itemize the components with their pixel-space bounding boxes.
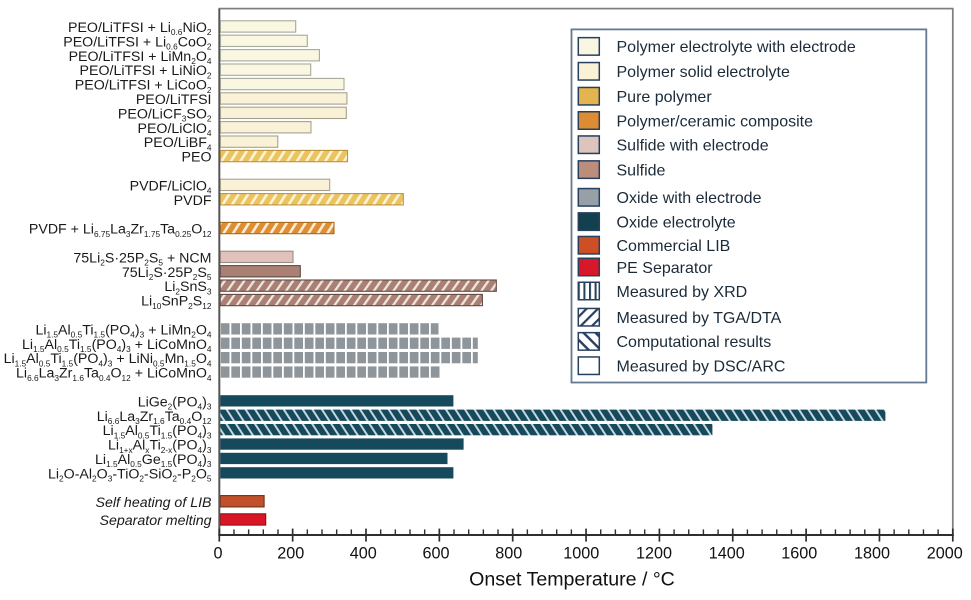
- svg-text:PVDF: PVDF: [174, 193, 212, 209]
- svg-text:Li1.5​Al0.5​Ge1.5​(PO4​)3​: Li1.5​Al0.5​Ge1.5​(PO4​)3​: [95, 452, 212, 469]
- svg-text:Li2​SnS3​: Li2​SnS3​: [164, 279, 212, 296]
- svg-text:PEO/LiCF3​SO2​: PEO/LiCF3​SO2​: [118, 106, 212, 123]
- svg-text:Measured by DSC/ARC: Measured by DSC/ARC: [617, 359, 786, 376]
- svg-text:1000: 1000: [563, 544, 599, 562]
- svg-text:Li1.5​Al0.5​Ti1.5​(PO4​)3​ + L: Li1.5​Al0.5​Ti1.5​(PO4​)3​ + LiCoMnO4​: [22, 337, 212, 354]
- svg-text:Li6.6​La3​Zr1.6​Ta0.4​O12​: Li6.6​La3​Zr1.6​Ta0.4​O12​: [97, 409, 212, 426]
- svg-text:Li2​O-Al2​O3​-TiO2​-SiO2​-P2​O: Li2​O-Al2​O3​-TiO2​-SiO2​-P2​O5​: [48, 466, 212, 483]
- svg-text:Onset Temperature / °C: Onset Temperature / °C: [469, 569, 675, 591]
- svg-text:PEO/LiBF4​: PEO/LiBF4​: [144, 135, 212, 152]
- svg-text:PEO/LiClO4​: PEO/LiClO4​: [137, 121, 211, 138]
- svg-text:0: 0: [213, 544, 222, 562]
- svg-text:1400: 1400: [709, 544, 745, 562]
- svg-text:1600: 1600: [781, 544, 817, 562]
- svg-text:1200: 1200: [636, 544, 672, 562]
- svg-text:Li10​SnP2​S12​: Li10​SnP2​S12​: [141, 294, 212, 311]
- svg-text:PEO/LiTFSI + LiCoO2​: PEO/LiTFSI + LiCoO2​: [75, 78, 212, 95]
- svg-text:Measured by TGA/DTA: Measured by TGA/DTA: [617, 310, 782, 327]
- svg-text:Commercial LIB: Commercial LIB: [617, 238, 731, 255]
- svg-text:Li1.5​Al0.5​Ti1.5​(PO4​)3​: Li1.5​Al0.5​Ti1.5​(PO4​)3​: [103, 423, 212, 440]
- svg-text:75Li2​S·25P2​S5​: 75Li2​S·25P2​S5​: [122, 265, 212, 282]
- svg-text:PEO/LiTFSI: PEO/LiTFSI: [136, 92, 212, 108]
- svg-text:Separator melting: Separator melting: [100, 513, 212, 529]
- svg-text:PEO/LiTFSI + LiMn2​O4​: PEO/LiTFSI + LiMn2​O4​: [69, 49, 212, 66]
- svg-text:PEO: PEO: [182, 150, 212, 166]
- svg-text:PEO/LiTFSI + Li0.6​CoO2​: PEO/LiTFSI + Li0.6​CoO2​: [63, 34, 212, 51]
- svg-text:PEO/LiTFSI + Li0.6​NiO2​: PEO/LiTFSI + Li0.6​NiO2​: [68, 20, 212, 37]
- svg-text:Polymer electrolyte with elect: Polymer electrolyte with electrode: [617, 39, 856, 56]
- svg-text:PE Separator: PE Separator: [617, 260, 714, 277]
- svg-text:Measured by XRD: Measured by XRD: [617, 284, 748, 301]
- svg-text:Polymer/ceramic composite: Polymer/ceramic composite: [617, 113, 814, 130]
- svg-text:Li1.5​Al0.5​Ti1.5​(PO4​)3​ + L: Li1.5​Al0.5​Ti1.5​(PO4​)3​ + LiMn2​O4​: [35, 322, 211, 339]
- svg-text:PVDF + Li6.75​La3​Zr1.75​Ta0.2: PVDF + Li6.75​La3​Zr1.75​Ta0.25​O12​: [29, 222, 212, 239]
- svg-text:LiGe2​(PO4​)3​: LiGe2​(PO4​)3​: [138, 394, 212, 411]
- svg-text:400: 400: [350, 544, 377, 562]
- svg-text:Li6.6​La3​Zr1.6​Ta0.4​O12​ + L: Li6.6​La3​Zr1.6​Ta0.4​O12​ + LiCoMnO4​: [16, 366, 212, 383]
- svg-text:75Li2​S·25P2​S5​ + NCM: 75Li2​S·25P2​S5​ + NCM: [73, 250, 211, 267]
- svg-text:200: 200: [277, 544, 304, 562]
- svg-text:PVDF/LiClO4​: PVDF/LiClO4​: [130, 178, 212, 195]
- svg-text:Sulfide with electrode: Sulfide with electrode: [617, 138, 769, 155]
- svg-text:Pure polymer: Pure polymer: [617, 89, 713, 106]
- svg-text:Computational results: Computational results: [617, 334, 772, 351]
- svg-text:1800: 1800: [854, 544, 890, 562]
- svg-text:Polymer solid electrolyte: Polymer solid electrolyte: [617, 64, 791, 81]
- svg-text:2000: 2000: [927, 544, 963, 562]
- svg-text:Li1+x​Alx​Ti2-x​(PO4​)3​: Li1+x​Alx​Ti2-x​(PO4​)3​: [108, 438, 212, 455]
- svg-text:Li1.5​Al0.5​Ti1.5​(PO4​)3​ + L: Li1.5​Al0.5​Ti1.5​(PO4​)3​ + LiNi0.5​Mn1…: [4, 351, 212, 368]
- svg-text:Sulfide: Sulfide: [617, 162, 666, 179]
- svg-text:Oxide electrolyte: Oxide electrolyte: [617, 214, 736, 231]
- svg-text:Oxide with electrode: Oxide with electrode: [617, 190, 762, 207]
- svg-text:Self heating of LIB: Self heating of LIB: [96, 495, 212, 511]
- svg-text:800: 800: [495, 544, 522, 562]
- svg-text:600: 600: [422, 544, 449, 562]
- svg-text:PEO/LiTFSI + LiNiO2​: PEO/LiTFSI + LiNiO2​: [80, 63, 212, 80]
